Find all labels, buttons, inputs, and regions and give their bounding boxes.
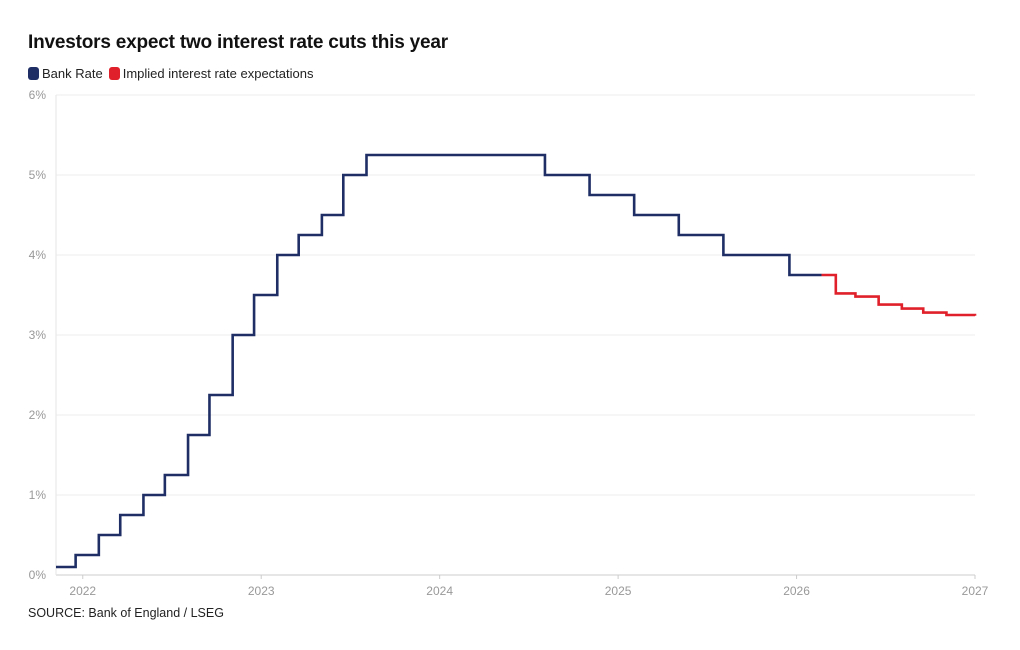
legend-swatch-bank-rate: [28, 67, 39, 80]
x-tick-label: 2024: [426, 584, 453, 598]
y-axis-ticks: 0% 1% 2% 3% 4% 5% 6%: [29, 88, 47, 582]
y-tick-label: 5%: [29, 168, 47, 182]
legend-label-bank-rate: Bank Rate: [42, 66, 103, 81]
y-tick-label: 4%: [29, 248, 47, 262]
legend-label-implied-expectations: Implied interest rate expectations: [122, 66, 314, 81]
x-tick-label: 2026: [783, 584, 810, 598]
chart-title: Investors expect two interest rate cuts …: [28, 32, 448, 53]
chart-grid: [55, 94, 975, 576]
x-tick-label: 2023: [248, 584, 275, 598]
y-tick-label: 1%: [29, 488, 47, 502]
y-tick-label: 6%: [29, 88, 47, 102]
chart-legend: Bank Rate Implied interest rate expectat…: [28, 66, 319, 81]
series-line-bank-rate: [56, 153, 822, 569]
x-tick-label: 2022: [69, 584, 96, 598]
series-line-implied-expectations: [821, 273, 977, 317]
y-tick-label: 3%: [29, 328, 47, 342]
chart-series: [56, 153, 977, 569]
x-axis-ticks: 2022 2023 2024 2025 2026 2027: [69, 575, 989, 598]
source-note: SOURCE: Bank of England / LSEG: [28, 606, 224, 620]
x-tick-label: 2027: [962, 584, 989, 598]
legend-item-bank-rate[interactable]: Bank Rate: [28, 66, 103, 81]
y-tick-label: 2%: [29, 408, 47, 422]
legend-swatch-implied-expectations: [108, 67, 120, 80]
x-tick-label: 2025: [605, 584, 632, 598]
y-tick-label: 0%: [29, 568, 47, 582]
legend-item-implied-expectations[interactable]: Implied interest rate expectations: [108, 66, 314, 81]
